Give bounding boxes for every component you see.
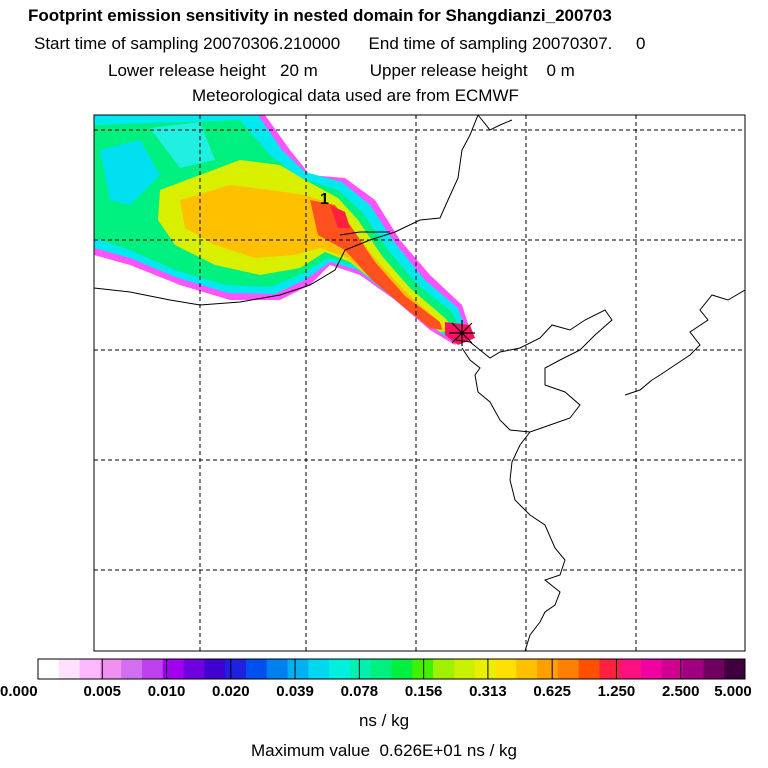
colorbar-tick-label: 0.039 [276, 683, 314, 700]
colorbar-cell [391, 659, 413, 679]
colorbar-cell [38, 659, 60, 679]
colorbar-cell [58, 659, 81, 679]
receptor-label: 1 [320, 191, 329, 208]
plume-cyan-patch-2 [150, 122, 215, 168]
colorbar-frame [37, 658, 746, 680]
plume-cyan-patch [100, 140, 160, 205]
colorbar-tick-label: 0.005 [83, 683, 122, 700]
colorbar-cell [641, 659, 663, 679]
colorbar-cell [121, 659, 143, 679]
colorbar-cell [183, 659, 205, 679]
colorbar-cell [349, 659, 372, 679]
colorbar-tick-label: 0.156 [404, 683, 443, 700]
graticule [94, 115, 745, 651]
colorbar-cell [370, 659, 392, 679]
colorbar-cell [578, 659, 600, 679]
colorbar-cell [433, 659, 455, 679]
colorbar-cell [661, 659, 684, 679]
colorbar-tick-label: 0.078 [340, 683, 379, 700]
colorbar-cell [599, 659, 621, 679]
colorbar-cell [141, 659, 164, 679]
colorbar-tick-label: 0.010 [147, 683, 186, 700]
colorbar-cell [682, 659, 704, 679]
colorbar-cell [79, 659, 101, 679]
colorbar-cell [495, 659, 517, 679]
colorbar-cell [516, 659, 538, 679]
map-frame [93, 114, 746, 652]
coastlines [94, 115, 745, 651]
plume-hotspot [330, 205, 350, 228]
colorbar-cell [703, 659, 725, 679]
release-height-line: Lower release height 20 m Upper release … [108, 61, 575, 80]
star-cross-icon [449, 320, 475, 346]
colorbar-cell [162, 659, 185, 679]
colorbar-tick-label: 1.250 [597, 683, 636, 700]
colorbar-cell [474, 659, 496, 679]
colorbar-cell [308, 659, 330, 679]
colorbar-tick-label: 0.625 [533, 683, 571, 700]
colorbar-cell [329, 659, 351, 679]
plume-red-core [310, 200, 442, 330]
colorbar-cell [537, 659, 559, 679]
colorbar-cell [287, 659, 309, 679]
plot-title: Footprint emission sensitivity in nested… [28, 6, 612, 25]
met-data-line: Meteorological data used are from ECMWF [192, 86, 519, 105]
colorbar-cell [225, 659, 247, 679]
colorbar-cell [620, 659, 642, 679]
colorbar-tick-label: 0.020 [212, 683, 250, 700]
sampling-time-line: Start time of sampling 20070306.210000 E… [34, 34, 646, 53]
colorbar-cell [100, 659, 122, 679]
colorbar-cell [724, 659, 746, 679]
colorbar-cell [453, 659, 476, 679]
colorbar-tick-label: 5.000 [714, 683, 752, 700]
colorbar-cell [204, 659, 226, 679]
plume-orange [180, 185, 445, 330]
colorbar-cell [412, 659, 434, 679]
maximum-value-text: Maximum value 0.626E+01 ns / kg [251, 741, 517, 760]
colorbar-units: ns / kg [358, 711, 410, 730]
colorbar-cell [557, 659, 580, 679]
colorbar-cell [245, 659, 268, 679]
colorbar-cell [266, 659, 289, 679]
colorbar-tick-label: 0.000 [0, 683, 38, 700]
colorbar-tick-label: 0.313 [469, 683, 507, 700]
colorbar-tick-label: 2.500 [661, 683, 700, 700]
